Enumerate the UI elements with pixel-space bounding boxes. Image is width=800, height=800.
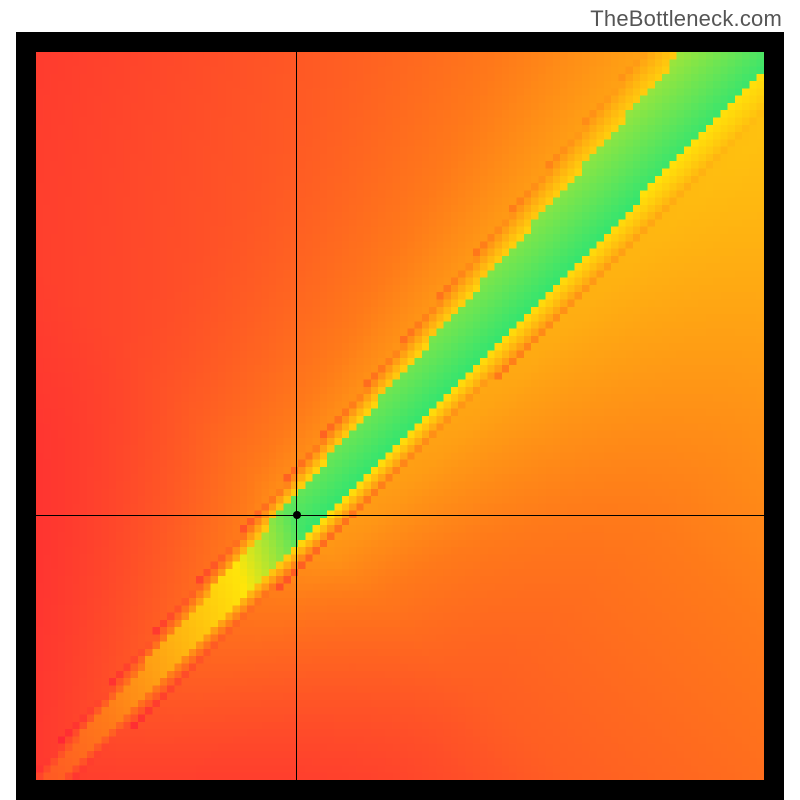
heatmap-canvas bbox=[36, 52, 764, 780]
crosshair-marker bbox=[293, 511, 301, 519]
crosshair-vertical bbox=[296, 52, 297, 780]
crosshair-horizontal bbox=[36, 515, 764, 516]
watermark-text: TheBottleneck.com bbox=[590, 6, 782, 32]
heatmap-area bbox=[36, 52, 764, 780]
